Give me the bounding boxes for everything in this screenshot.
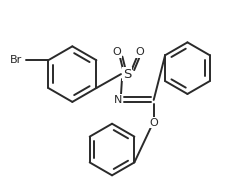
Text: O: O bbox=[149, 118, 158, 128]
Text: O: O bbox=[113, 47, 121, 57]
Text: O: O bbox=[135, 47, 144, 57]
Text: S: S bbox=[123, 68, 131, 81]
Text: N: N bbox=[114, 95, 122, 105]
Text: Br: Br bbox=[10, 55, 22, 65]
